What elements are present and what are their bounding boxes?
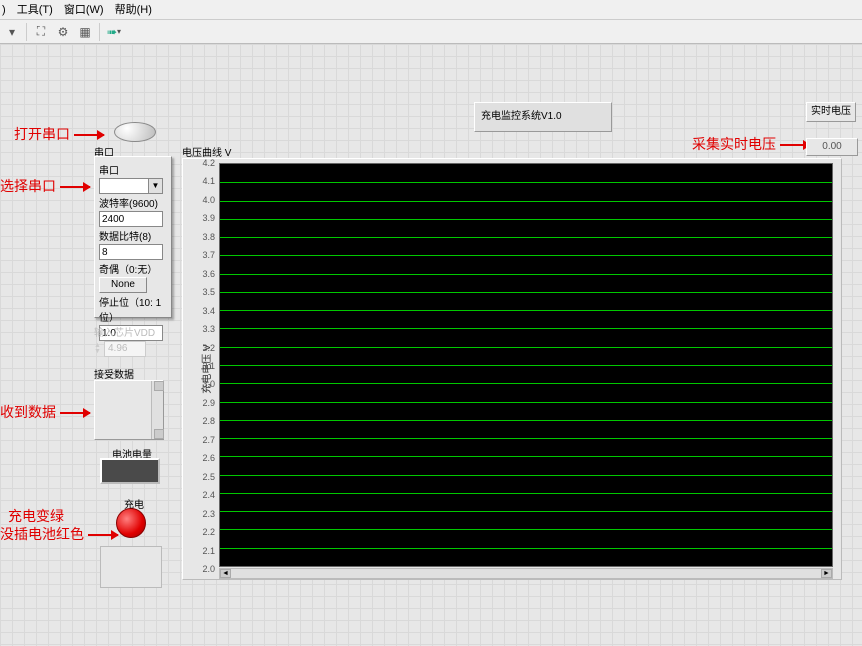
vdd-stepper[interactable]: ▲▼ 4.96 [94,341,172,357]
toolbar: ▾ ⛶ ⚙ ▦ ➠▾ [0,20,862,44]
grid-icon[interactable]: ▦ [77,24,93,40]
chart-plot-area [219,163,833,567]
scroll-right-icon[interactable]: ► [821,569,832,578]
scrollbar-vertical[interactable] [151,381,163,439]
run-icon[interactable]: ➠▾ [106,24,122,40]
chevron-down-icon[interactable]: ▼ [149,178,163,194]
menu-item-help[interactable]: 帮助(H) [115,4,152,16]
lbl-parity: 奇偶（0:无） [99,261,167,276]
separator [99,23,100,41]
annot-collect-voltage: 采集实时电压 [692,134,810,154]
recv-label: 接受数据 [94,366,134,381]
port-input[interactable] [99,178,149,194]
recv-textarea[interactable] [94,380,164,440]
annot-no-batt-red: 没插电池红色 [0,524,118,544]
annot-open-port: 打开串口 [14,124,104,144]
spare-panel [100,546,162,588]
vdd-label: 输入芯片VDD [94,324,172,339]
nodes-icon[interactable]: ⛶ [33,24,49,40]
vdd-value: 4.96 [104,341,146,357]
voltage-chart: 充电电压 V 4.24.14.03.93.83.73.63.53.43.33.2… [182,158,842,580]
scroll-left-icon[interactable]: ◄ [220,569,231,578]
port-select[interactable]: ▼ [99,178,167,194]
databits-input[interactable] [99,244,163,260]
realtime-voltage-button[interactable]: 实时电压 [806,102,856,122]
design-canvas: 打开串口 选择串口 收到数据 充电变绿 没插电池红色 采集实时电压 串口 串口 … [0,44,862,646]
system-title-box: 充电监控系统V1.0 [474,102,612,132]
annot-charge-green: 充电变绿 [8,506,64,526]
open-port-button[interactable] [114,122,156,142]
lbl-databits: 数据比特(8) [99,228,167,243]
chart-y-axis: 4.24.14.03.93.83.73.63.53.43.33.23.13.02… [183,159,219,567]
chart-title: 电压曲线 V [182,144,231,159]
menu-item-window[interactable]: 窗口(W) [64,4,104,16]
charge-led [116,508,146,538]
serial-settings-panel: 串口 ▼ 波特率(9600) 数据比特(8) 奇偶（0:无） None 停止位（… [94,156,172,318]
lbl-baud: 波特率(9600) [99,195,167,210]
menu-item[interactable]: ) [2,4,6,16]
realtime-voltage-value: 0.00 [806,138,858,156]
vdd-group: 输入芯片VDD ▲▼ 4.96 [94,324,172,357]
toolbar-dropdown[interactable]: ▾ [4,24,20,40]
gears-icon[interactable]: ⚙ [55,24,71,40]
annot-recv-data: 收到数据 [0,402,90,422]
stepper-arrows-icon[interactable]: ▲▼ [94,343,104,355]
parity-button[interactable]: None [99,277,147,293]
baud-input[interactable] [99,211,163,227]
lbl-stop: 停止位（10: 1位） [99,294,167,324]
separator [26,23,27,41]
menu-item-tools[interactable]: 工具(T) [17,4,53,16]
lbl-port: 串口 [99,162,167,177]
scrollbar-horizontal[interactable]: ◄ ► [219,568,833,579]
annot-select-port: 选择串口 [0,176,90,196]
battery-gauge [100,458,160,484]
menu-bar: ) 工具(T) 窗口(W) 帮助(H) [0,0,862,20]
